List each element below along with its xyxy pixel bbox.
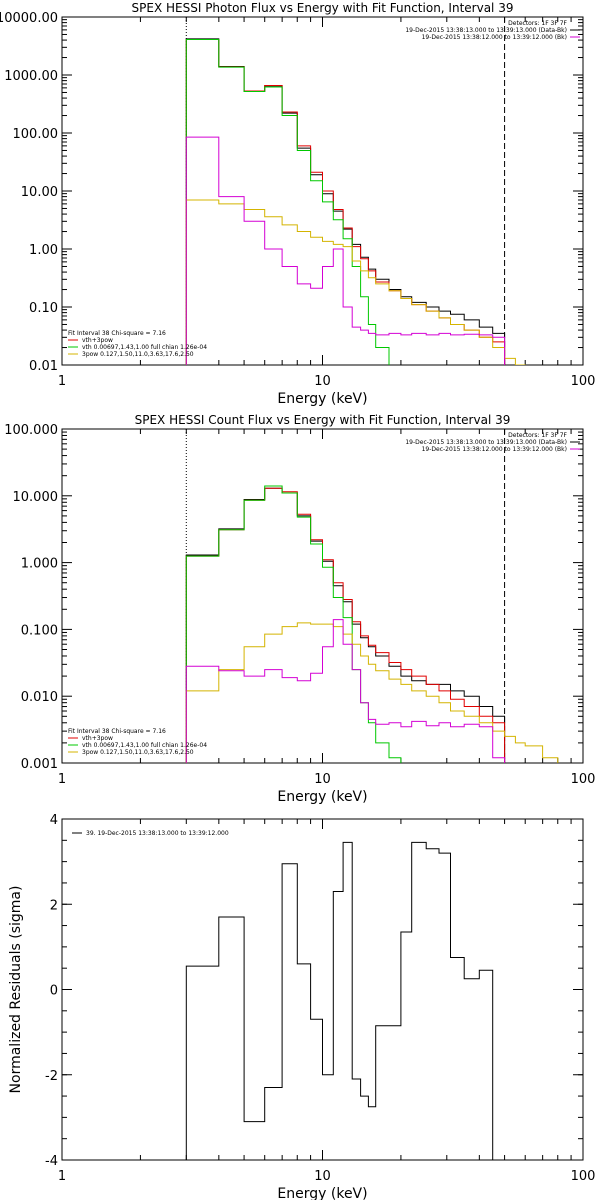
legend-entry: Fit Interval 38 Chi-square = 7.16 (68, 728, 166, 735)
series-line-3pow (185, 199, 526, 365)
series-line-data-bk (185, 487, 506, 763)
chart-title: SPEX HESSI Photon Flux vs Energy with Fi… (132, 1, 514, 15)
y-tick-label: 0.010 (21, 690, 58, 705)
y-tick-label: 1.00 (29, 243, 58, 258)
y-tick-label: 10.00 (21, 185, 58, 200)
legend-entry: 19-Dec-2015 13:38:12.000 to 13:39:12.000… (422, 34, 567, 41)
y-ticks: -4 -2 0 2 4 (45, 813, 583, 1169)
chart-title: SPEX HESSI Count Flux vs Energy with Fit… (135, 413, 511, 427)
plot-frame (61, 818, 584, 1161)
y-tick-label: 0.001 (21, 757, 58, 772)
series-line-data-bk (185, 38, 506, 365)
y-tick-label: 0 (50, 984, 58, 999)
series-line-vth-3pow (185, 487, 506, 763)
legend-entry: Fit Interval 38 Chi-square = 7.16 (68, 330, 166, 337)
legend-legend_topleft: 39. 19-Dec-2015 13:38:13.000 to 13:39:12… (72, 830, 229, 837)
x-tick-label: 100 (571, 374, 596, 389)
x-tick-label: 1 (58, 772, 66, 787)
series-group (185, 841, 494, 1160)
x-axis-label: Energy (keV) (277, 391, 367, 407)
legend-entry: vth+3pow (82, 337, 113, 344)
legend-legend_bottomleft: Fit Interval 38 Chi-square = 7.16vth+3po… (68, 330, 207, 358)
legend-entry: vth 0.00697,1.43,1.00 full chian 1.26e-0… (82, 344, 207, 351)
y-ticks: 0.001 0.010 0.100 1.000 10.000 100.000 (4, 423, 583, 772)
series-line-bk (185, 136, 506, 365)
y-tick-label: -2 (45, 1069, 58, 1084)
y-tick-label: 10000.00 (0, 11, 58, 26)
y-tick-label: 100.000 (4, 423, 58, 438)
series-group (185, 485, 559, 763)
y-tick-label: 0.01 (29, 359, 58, 374)
y-tick-label: 0.10 (29, 301, 58, 316)
series-line-3pow (185, 622, 559, 763)
y-tick-label: 10.000 (13, 490, 59, 505)
y-axis-label: Normalized Residuals (sigma) (8, 886, 24, 1094)
x-ticks: 1 10 100 (58, 429, 596, 787)
legend-entry: vth+3pow (82, 735, 113, 742)
y-tick-label: 1.000 (21, 557, 58, 572)
legend-entry: 3pow 0.127,1.50,11.0,3.63,17.6,2.50 (82, 749, 194, 756)
legend-entry: 19-Dec-2015 13:38:13.000 to 13:39:13.000… (405, 27, 567, 34)
x-axis-label: Energy (keV) (277, 1186, 367, 1200)
x-tick-label: 10 (314, 772, 331, 787)
x-tick-label: 1 (58, 1169, 66, 1184)
legend-legend_bottomleft: Fit Interval 38 Chi-square = 7.16vth+3po… (68, 728, 207, 756)
x-tick-label: 100 (571, 772, 596, 787)
series-line-39-19-dec-2015-13-38-13-000-to-13-39-12-000 (185, 841, 494, 1160)
y-ticks: 0.01 0.10 1.00 10.00 100.00 1000.00 10000.00 (0, 11, 583, 374)
x-tick-label: 100 (571, 1169, 596, 1184)
legend-entry: Detectors: 1F 3F 7F (508, 20, 567, 27)
legend-entry: Detectors: 1F 3F 7F (508, 432, 567, 439)
y-tick-label: 100.00 (13, 127, 59, 142)
chart-panel-3: 1 10 100 Energy (keV) -4 -2 0 2 4 Normalized Resi… (8, 813, 595, 1200)
series-group (185, 38, 526, 365)
y-tick-label: 0.100 (21, 623, 58, 638)
x-tick-label: 1 (58, 374, 66, 389)
x-ticks: 1 10 100 (58, 819, 596, 1184)
legend-entry: 39. 19-Dec-2015 13:38:13.000 to 13:39:12… (86, 830, 229, 837)
legend-entry: 3pow 0.127,1.50,11.0,3.63,17.6,2.50 (82, 351, 194, 358)
series-line-vth (185, 485, 402, 763)
x-tick-label: 10 (314, 374, 331, 389)
series-line-vth (185, 39, 390, 365)
series-line-vth-3pow (185, 39, 506, 365)
y-tick-label: 4 (50, 813, 58, 828)
y-tick-label: 1000.00 (4, 69, 58, 84)
x-axis-label: Energy (keV) (277, 789, 367, 805)
y-tick-label: 2 (50, 898, 58, 913)
series-line-bk (185, 619, 506, 763)
x-tick-label: 10 (314, 1169, 331, 1184)
chart-panel-2: SPEX HESSI Count Flux vs Energy with Fit… (4, 413, 595, 805)
legend-entry: 19-Dec-2015 13:38:12.000 to 13:39:12.000… (422, 446, 567, 453)
x-ticks: 1 10 100 (58, 17, 596, 389)
legend-entry: vth 0.00697,1.43,1.00 full chian 1.26e-0… (82, 742, 207, 749)
y-tick-label: -4 (45, 1154, 58, 1169)
legend-entry: 19-Dec-2015 13:38:13.000 to 13:39:13.000… (405, 439, 567, 446)
chart-panel-1: SPEX HESSI Photon Flux vs Energy with Fi… (0, 1, 595, 407)
